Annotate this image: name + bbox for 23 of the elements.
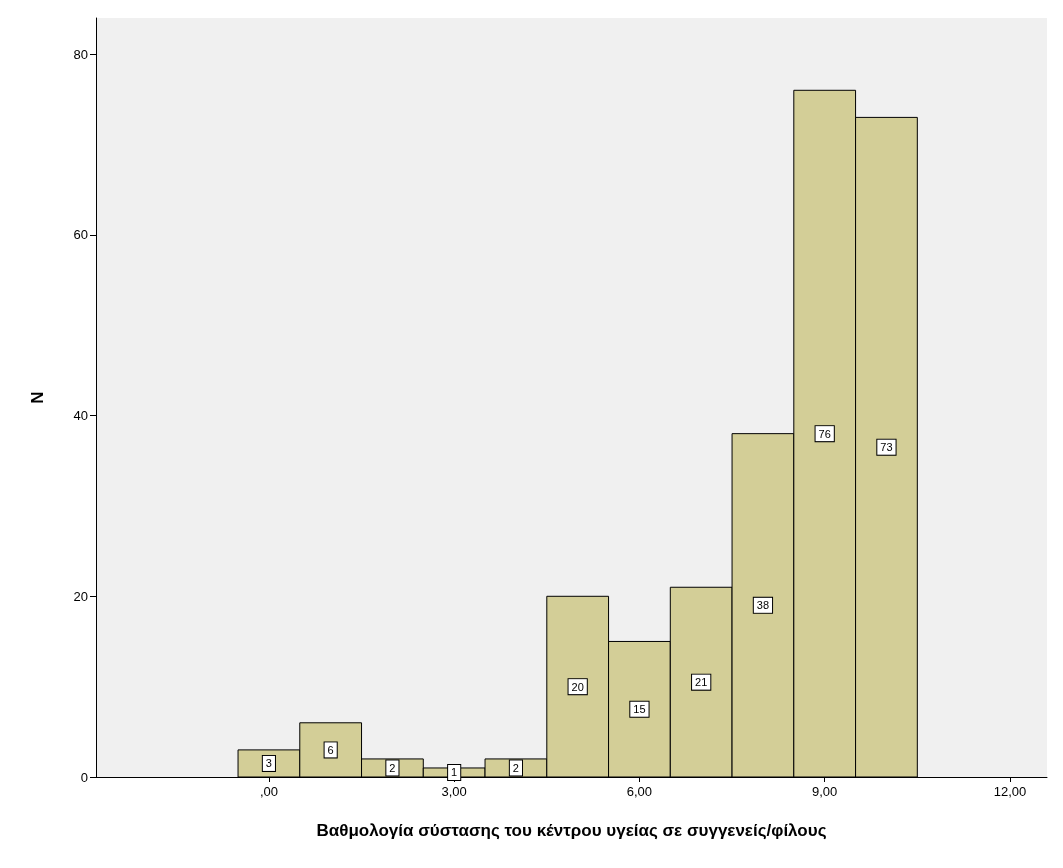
y-tick-label: 40 [73,408,88,424]
data-label: 76 [818,427,831,440]
data-label: 21 [695,676,708,689]
data-label: 6 [327,743,334,756]
x-tick-label: ,00 [259,784,278,799]
y-tick-label: 60 [73,227,88,243]
x-axis-title: Βαθμολογία σύστασης του κέντρου υγείας σε συγγενείς/φίλους [316,821,827,840]
data-label: 3 [265,757,272,770]
data-label: 20 [571,680,584,693]
data-label: 2 [389,761,396,774]
data-label: 38 [756,599,770,612]
x-tick-label: 9,00 [812,784,838,799]
x-tick-label: 6,00 [626,784,653,799]
y-axis-title: N [28,391,47,404]
data-label: 1 [451,766,458,779]
y-tick-label: 0 [80,769,88,785]
data-label: 2 [512,761,519,774]
data-label: 15 [633,703,646,716]
x-tick-label: 3,00 [441,784,467,799]
data-label: 73 [880,441,893,454]
y-tick-label: 80 [73,46,88,62]
y-tick-label: 20 [73,588,88,604]
x-tick-label: 12,00 [993,784,1027,799]
